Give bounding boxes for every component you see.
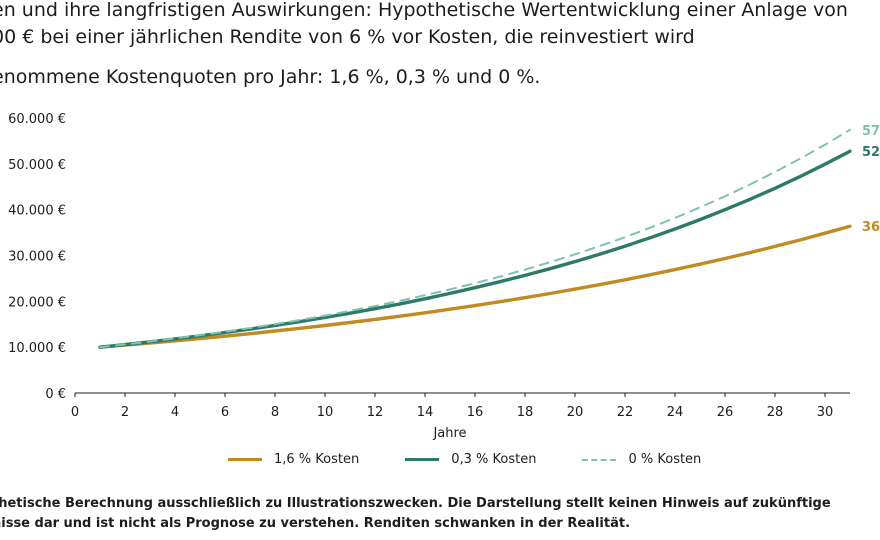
x-tick-label: 16 xyxy=(467,405,484,420)
x-tick-label: 12 xyxy=(367,405,384,420)
chart-end-labels: 36 52 57, xyxy=(862,124,880,235)
y-tick-label: 50.000 € xyxy=(8,158,66,173)
x-tick-label: 10 xyxy=(317,405,334,420)
chart-title: en und ihre langfristigen Auswirkungen: … xyxy=(0,0,848,51)
x-tick-label: 4 xyxy=(171,405,179,420)
series-end-label: 52 xyxy=(862,145,880,160)
x-tick-label: 20 xyxy=(567,405,584,420)
y-tick-label: 30.000 € xyxy=(8,250,66,265)
legend-label: 0 % Kosten xyxy=(628,452,702,467)
disclaimer-footnote: thetische Berechnung ausschließlich zu I… xyxy=(0,494,831,534)
x-tick-label: 8 xyxy=(271,405,279,420)
y-tick-label: 40.000 € xyxy=(8,204,66,219)
series-end-label: 57, xyxy=(862,124,880,139)
footnote-line-1: thetische Berechnung ausschließlich zu I… xyxy=(0,496,831,511)
chart-series xyxy=(98,128,852,349)
x-tick-label: 0 xyxy=(71,405,79,420)
x-tick-label: 28 xyxy=(767,405,784,420)
legend-swatch-teal xyxy=(405,458,440,461)
legend-swatch-dashed xyxy=(582,458,617,461)
series-line-1 xyxy=(98,224,852,349)
legend-item-0-percent: 0 % Kosten xyxy=(582,452,701,467)
legend-item-0-3-percent: 0,3 % Kosten xyxy=(405,452,536,467)
y-tick-label: 0 € xyxy=(45,387,66,402)
title-line-1: en und ihre langfristigen Auswirkungen: … xyxy=(0,0,848,21)
x-axis-label: Jahre xyxy=(432,426,466,441)
y-tick-label: 10.000 € xyxy=(8,341,66,356)
y-tick-label: 20.000 € xyxy=(8,295,66,310)
legend-label: 0,3 % Kosten xyxy=(451,452,537,467)
x-tick-label: 6 xyxy=(221,405,229,420)
series-line-3 xyxy=(99,128,851,349)
series-end-label: 36 xyxy=(862,220,880,235)
x-tick-label: 22 xyxy=(617,405,634,420)
x-tick-label: 14 xyxy=(417,405,434,420)
chart-legend: 1,6 % Kosten 0,3 % Kosten 0 % Kosten xyxy=(228,452,747,467)
x-tick-label: 26 xyxy=(717,405,734,420)
x-tick-label: 18 xyxy=(517,405,534,420)
y-tick-label: 60.000 € xyxy=(8,112,66,127)
chart-subtitle: enommene Kostenquoten pro Jahr: 1,6 %, 0… xyxy=(0,66,541,88)
legend-swatch-gold xyxy=(228,458,262,461)
title-line-2: 00 € bei einer jährlichen Rendite von 6 … xyxy=(0,26,695,48)
legend-label: 1,6 % Kosten xyxy=(274,452,360,467)
series-line-2 xyxy=(98,149,852,349)
x-tick-label: 30 xyxy=(817,405,834,420)
x-tick-label: 2 xyxy=(121,405,129,420)
legend-item-1-6-percent: 1,6 % Kosten xyxy=(228,452,359,467)
x-tick-label: 24 xyxy=(667,405,684,420)
footnote-line-2: nisse dar und ist nicht als Prognose zu … xyxy=(0,516,631,531)
